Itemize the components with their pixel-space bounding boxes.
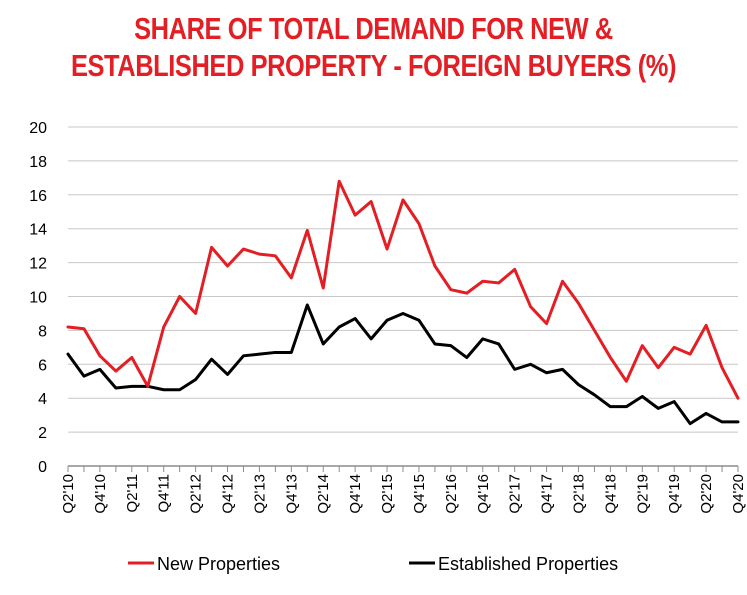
legend-label: New Properties <box>157 554 280 574</box>
x-tick-label: Q2'17 <box>507 474 524 514</box>
series-line-new-properties <box>66 179 740 400</box>
y-tick-label: 16 <box>29 188 47 205</box>
x-tick-label: Q2'12 <box>188 474 205 514</box>
x-tick-label: Q4'20 <box>730 474 747 514</box>
y-tick-label: 6 <box>38 357 47 374</box>
x-tick-label: Q2'10 <box>60 474 77 514</box>
x-tick-label: Q4'16 <box>475 474 492 514</box>
y-tick-label: 2 <box>38 425 47 442</box>
x-axis: Q2'10 Q4'10 Q2'11 Q4'11 Q2'12 Q4'12 Q2'13 Q4'13… <box>60 465 747 514</box>
x-tick-label: Q2'15 <box>379 474 396 514</box>
x-tick-label: Q4'17 <box>539 474 556 514</box>
chart-title: SHARE OF TOTAL DEMAND FOR NEW & ESTABLIS… <box>67 10 680 84</box>
x-tick-label: Q2'18 <box>570 474 587 514</box>
y-axis-ticks: 0 2 4 6 8 10 12 14 16 18 20 <box>29 120 47 476</box>
chart-title-line-1: SHARE OF TOTAL DEMAND FOR NEW & <box>134 11 613 46</box>
y-tick-label: 4 <box>38 391 47 408</box>
y-tick-label: 12 <box>29 256 47 273</box>
y-tick-label: 0 <box>38 459 47 476</box>
x-tick-label: Q4'11 <box>156 474 173 512</box>
x-tick-label: Q2'20 <box>698 474 715 514</box>
gridlines <box>68 126 738 433</box>
x-tick-label: Q2'19 <box>634 474 651 514</box>
y-tick-label: 18 <box>29 154 47 171</box>
x-tick-label: Q4'12 <box>220 474 237 514</box>
series-lines <box>66 179 740 426</box>
y-tick-label: 8 <box>38 323 47 340</box>
y-tick-label: 10 <box>29 290 47 307</box>
x-tick-label: Q2'16 <box>443 474 460 514</box>
chart-title-line-2: ESTABLISHED PROPERTY - FOREIGN BUYERS (%… <box>70 48 677 83</box>
x-tick-label: Q2'11 <box>124 474 141 512</box>
x-tick-label: Q2'13 <box>251 474 268 514</box>
legend-label: Established Properties <box>438 554 618 574</box>
x-tick-label: Q4'15 <box>411 474 428 514</box>
x-tick-label: Q4'19 <box>666 474 683 514</box>
y-tick-label: 14 <box>29 222 47 239</box>
y-tick-label: 20 <box>29 120 47 137</box>
x-tick-label: Q2'14 <box>315 474 332 514</box>
x-tick-label: Q4'18 <box>602 474 619 514</box>
series-line-established-properties <box>66 303 740 426</box>
x-tick-label: Q4'13 <box>283 474 300 514</box>
legend: New Properties Established Properties <box>128 554 618 574</box>
x-tick-label: Q4'10 <box>92 474 109 514</box>
x-tick-label: Q4'14 <box>347 474 364 514</box>
